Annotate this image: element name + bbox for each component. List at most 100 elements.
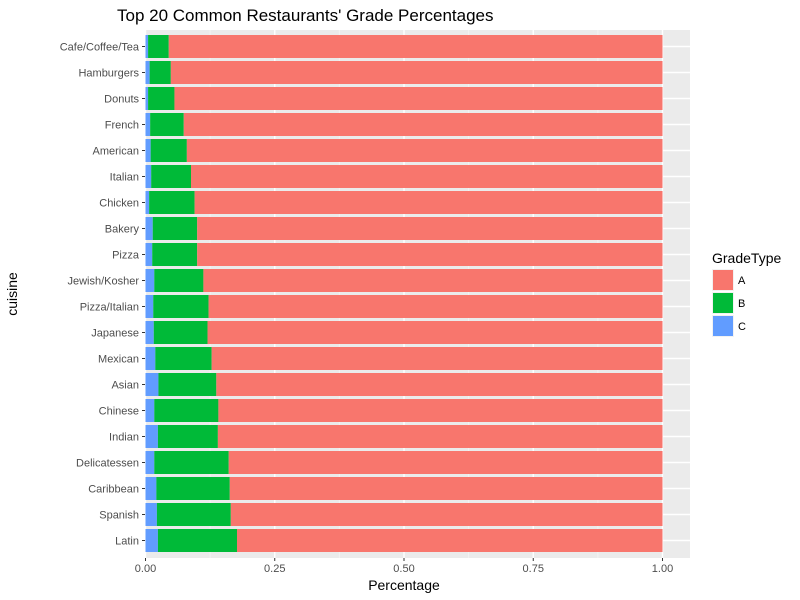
- y-tick-label: Donuts: [104, 94, 139, 106]
- bar-segment-a: [197, 217, 663, 240]
- bars: [145, 35, 663, 552]
- legend-title: GradeType: [712, 250, 781, 266]
- bar-segment-b: [153, 321, 208, 344]
- legend-swatch-a: [713, 270, 733, 290]
- bar-segment-c: [145, 451, 155, 474]
- bar-segment-a: [208, 295, 663, 318]
- y-tick-label: Asian: [111, 380, 139, 392]
- y-tick-label: Caribbean: [88, 484, 139, 496]
- y-tick-label: American: [93, 146, 139, 158]
- bar-segment-b: [158, 373, 217, 396]
- bar-segment-b: [156, 477, 230, 500]
- y-tick-label: Hamburgers: [78, 68, 139, 80]
- bar-segment-c: [145, 113, 151, 136]
- bar-segment-c: [145, 269, 155, 292]
- y-tick-labels: Cafe/Coffee/Tea Hamburgers Donuts French Ame…: [60, 42, 145, 548]
- bar-segment-b: [157, 529, 238, 552]
- bar-segment-c: [145, 347, 156, 370]
- bar-segment-c: [145, 35, 149, 58]
- bar-segment-b: [156, 503, 231, 526]
- legend-label: C: [738, 321, 746, 333]
- bar-segment-b: [151, 165, 191, 188]
- bar-segment-a: [183, 113, 663, 136]
- x-tick-labels: 0.00 0.25 0.50 0.75 1.00: [135, 558, 673, 575]
- y-axis-title: cuisine: [4, 272, 20, 316]
- y-tick-label: Latin: [115, 536, 139, 548]
- bar-segment-c: [145, 399, 155, 422]
- bar-segment-a: [197, 243, 663, 266]
- bar-segment-a: [216, 373, 663, 396]
- bar-segment-a: [217, 425, 663, 448]
- bar-segment-c: [145, 217, 153, 240]
- bar-segment-b: [152, 217, 198, 240]
- x-tick-label: 0.00: [135, 563, 156, 575]
- bar-segment-b: [157, 425, 218, 448]
- bar-segment-c: [145, 321, 154, 344]
- x-tick-label: 1.00: [652, 563, 673, 575]
- chart-title: Top 20 Common Restaurants' Grade Percent…: [117, 6, 494, 25]
- bar-segment-c: [145, 61, 150, 84]
- x-tick-label: 0.75: [523, 563, 544, 575]
- bar-segment-a: [190, 165, 663, 188]
- y-tick-label: Indian: [109, 432, 139, 444]
- bar-segment-b: [148, 35, 169, 58]
- bar-segment-c: [145, 295, 154, 318]
- bar-segment-a: [194, 191, 663, 214]
- y-tick-label: Pizza: [112, 250, 140, 262]
- legend-label: A: [738, 275, 746, 287]
- y-tick-label: French: [105, 120, 139, 132]
- x-tick-label: 0.25: [264, 563, 285, 575]
- bar-segment-b: [154, 399, 219, 422]
- bar-segment-a: [228, 451, 663, 474]
- bar-segment-a: [170, 61, 663, 84]
- y-tick-label: Jewish/Kosher: [67, 276, 139, 288]
- bar-segment-c: [145, 425, 158, 448]
- bar-segment-b: [149, 61, 171, 84]
- bar-segment-a: [207, 321, 663, 344]
- bar-segment-c: [145, 477, 157, 500]
- bar-segment-c: [145, 243, 153, 266]
- x-axis-title: Percentage: [368, 577, 440, 593]
- y-tick-label: Bakery: [105, 224, 140, 236]
- y-tick-label: Pizza/Italian: [80, 302, 139, 314]
- bar-segment-c: [145, 529, 158, 552]
- bar-segment-b: [150, 113, 184, 136]
- x-tick-label: 0.50: [393, 563, 414, 575]
- bar-segment-a: [237, 529, 663, 552]
- bar-segment-a: [230, 503, 663, 526]
- y-tick-label: Spanish: [99, 510, 139, 522]
- bar-segment-b: [148, 87, 175, 110]
- bar-segment-a: [203, 269, 663, 292]
- bar-segment-b: [154, 269, 204, 292]
- legend-label: B: [738, 298, 745, 310]
- bar-segment-c: [145, 87, 149, 110]
- bar-segment-c: [145, 165, 152, 188]
- bar-segment-a: [218, 399, 663, 422]
- bar-segment-c: [145, 139, 151, 162]
- bar-segment-b: [153, 295, 209, 318]
- bar-segment-a: [229, 477, 663, 500]
- bar-segment-b: [150, 139, 187, 162]
- bar-segment-b: [155, 347, 212, 370]
- y-tick-label: Cafe/Coffee/Tea: [60, 42, 140, 54]
- y-tick-label: Japanese: [91, 328, 139, 340]
- legend-swatch-c: [713, 316, 733, 336]
- y-tick-label: Chinese: [99, 406, 139, 418]
- legend-swatch-b: [713, 293, 733, 313]
- bar-segment-a: [211, 347, 663, 370]
- bar-segment-c: [145, 191, 150, 214]
- bar-segment-a: [174, 87, 663, 110]
- y-tick-label: Italian: [110, 172, 139, 184]
- bar-segment-b: [154, 451, 229, 474]
- y-tick-label: Chicken: [99, 198, 139, 210]
- y-tick-label: Mexican: [98, 354, 139, 366]
- bar-segment-c: [145, 503, 157, 526]
- bar-segment-b: [149, 191, 195, 214]
- bar-segment-a: [186, 139, 663, 162]
- bar-segment-b: [152, 243, 198, 266]
- bar-segment-a: [168, 35, 663, 58]
- bar-segment-c: [145, 373, 159, 396]
- legend: GradeType ABC: [712, 250, 781, 337]
